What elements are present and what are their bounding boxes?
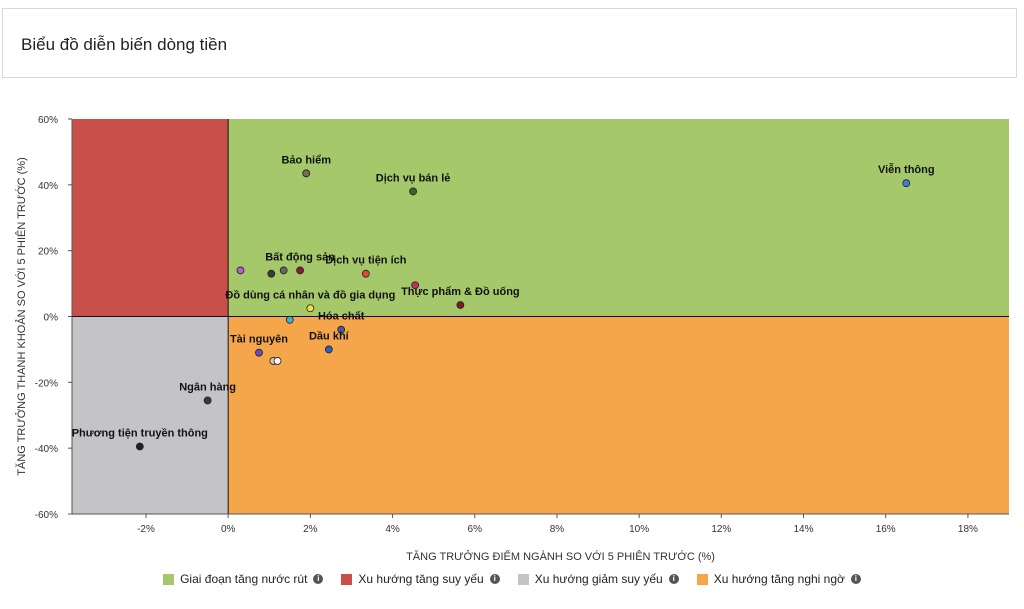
legend-label: Xu hướng giảm suy yếu [534,572,663,586]
data-point [236,266,245,275]
x-tick-label: 2% [303,524,318,535]
data-point [296,266,304,275]
y-tick-label: 0% [44,313,59,324]
quadrant-doubtful-uptrend [228,316,1009,514]
data-label: Hóa chất [318,311,365,323]
data-label: Dịch vụ bán lẻ [376,172,451,184]
legend-label: Giai đoạn tăng nước rút [180,572,308,586]
quadrant-weakening-uptrend [72,119,229,317]
data-point [203,396,212,405]
y-axis-title: TĂNG TRƯỞNG THANH KHOẢN SO VỚI 5 PHIÊN T… [15,157,28,475]
x-tick-label: 14% [794,524,814,535]
data-point [279,266,288,275]
legend-swatch [696,573,708,585]
legend-item-acceleration[interactable]: Giai đoạn tăng nước rút i [163,572,324,586]
data-point [361,269,370,278]
info-icon[interactable]: i [313,574,324,584]
data-point [409,187,418,196]
x-tick-label: 10% [629,524,649,535]
legend-swatch [341,573,353,585]
legend-swatch [517,573,529,585]
data-point [267,269,276,278]
legend-item-weakening-downtrend[interactable]: Xu hướng giảm suy yếu i [517,572,679,586]
data-point [302,169,311,178]
data-label: Ngân hàng [179,381,236,393]
legend-label: Xu hướng tăng nghi ngờ [713,572,845,586]
legend-item-doubtful-uptrend[interactable]: Xu hướng tăng nghi ngờ i [696,572,861,586]
info-icon[interactable]: i [850,574,861,584]
y-tick-label: -60% [35,510,58,521]
data-point [337,325,346,334]
chart-legend: Giai đoạn tăng nước rút i Xu hướng tăng … [0,570,1024,588]
x-tick-label: 16% [876,524,896,535]
data-label: Tài nguyên [230,334,288,346]
x-tick-label: 4% [385,524,400,535]
quadrant-acceleration [228,119,1009,317]
data-point [273,357,282,365]
info-icon[interactable]: i [668,574,679,584]
x-tick-label: 0% [221,524,236,535]
quadrant-weakening-downtrend [72,316,229,514]
data-label: Dầu khí [309,330,350,342]
data-point [456,301,465,309]
data-label: Bảo hiểm [281,154,331,166]
info-icon[interactable]: i [489,574,500,584]
data-point [902,179,911,188]
x-tick-label: 18% [958,524,978,535]
data-point [411,281,420,290]
y-tick-label: 60% [38,115,58,126]
x-axis-title: TĂNG TRƯỞNG ĐIỂM NGÀNH SO VỚI 5 PHIÊN TR… [406,550,715,563]
x-tick-label: 8% [550,524,565,535]
data-point [285,315,294,324]
x-tick-label: -2% [137,524,155,535]
y-tick-label: -20% [35,378,58,389]
data-label: Phương tiện truyền thông [72,428,208,440]
data-point [324,345,333,354]
data-label: Đồ dùng cá nhân và đồ gia dụng [225,289,395,301]
x-tick-label: 12% [711,524,731,535]
chart-title-card: Biểu đồ diễn biến dòng tiền [2,8,1017,78]
data-label: Thực phẩm & Đồ uống [401,286,520,298]
chart-title: Biểu đồ diễn biến dòng tiền [21,35,228,54]
data-label: Bất động sản [265,251,335,263]
y-tick-label: -40% [35,444,58,455]
y-tick-label: 20% [38,247,58,258]
legend-label: Xu hướng tăng suy yếu [358,572,484,586]
x-tick-label: 6% [468,524,483,535]
legend-item-weakening-uptrend[interactable]: Xu hướng tăng suy yếu i [341,572,500,586]
data-label: Viễn thông [878,163,935,176]
legend-swatch [163,573,175,585]
data-point [255,348,263,357]
data-label: Dịch vụ tiện ích [325,255,407,267]
data-point [135,442,144,451]
data-point [306,304,315,313]
y-tick-label: 40% [38,181,58,192]
